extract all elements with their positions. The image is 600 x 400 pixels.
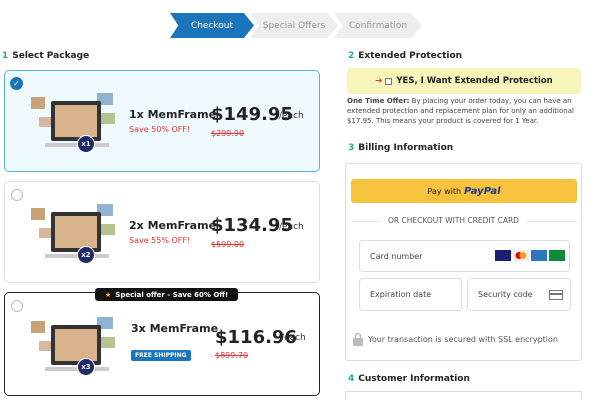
section-heading: 3 Billing Information: [348, 143, 453, 153]
section-heading: 4 Customer Information: [348, 374, 470, 384]
free-shipping-badge: FREE SHIPPING: [131, 350, 191, 361]
step-confirmation[interactable]: Confirmation: [334, 13, 422, 38]
package-option[interactable]: ✓ x1 1x MemFrame $149.95 /each Save 50% …: [4, 70, 320, 172]
secure-note: Your transaction is secured with SSL enc…: [368, 335, 558, 344]
field-label: Card number: [370, 251, 423, 261]
package-price: $149.95: [211, 104, 293, 125]
section-number: 2: [348, 51, 355, 61]
field-label: Security code: [478, 290, 533, 299]
quantity-badge: x3: [77, 358, 95, 376]
ribbon-text: Special offer - Save 60% Off!: [115, 290, 229, 299]
star-icon: ★: [105, 290, 112, 299]
step-label: Checkout: [190, 20, 234, 31]
package-name: 2x MemFrame: [129, 219, 217, 232]
quantity-badge: x1: [77, 135, 95, 153]
old-price: $899.70: [215, 351, 249, 360]
heading-text: Select Package: [12, 51, 90, 61]
offer-label: One Time Offer:: [347, 97, 410, 105]
expiration-field[interactable]: Expiration date: [359, 278, 462, 311]
package-name: 1x MemFrame: [129, 108, 217, 121]
divider-text: OR CHECKOUT WITH CREDIT CARD: [380, 216, 527, 225]
package-price: $116.96: [215, 327, 297, 348]
product-image: [31, 317, 115, 371]
paypal-brand: PayPal: [464, 185, 501, 197]
product-image: [31, 93, 115, 147]
special-offer-ribbon: ★ Special offer - Save 60% Off!: [95, 288, 239, 301]
step-checkout[interactable]: Checkout: [170, 13, 254, 38]
price-unit: /each: [279, 222, 304, 232]
radio-checked: ✓: [10, 77, 23, 90]
package-price: $134.95: [211, 215, 293, 236]
old-price: $599.00: [211, 240, 245, 249]
product-image: [31, 204, 115, 258]
step-label: Confirmation: [348, 20, 408, 31]
card-number-field[interactable]: Card number: [359, 240, 570, 272]
section-number: 4: [348, 374, 355, 384]
section-heading: 1 Select Package: [2, 51, 89, 61]
lock-icon: [353, 333, 363, 346]
offer-text: By placing your order today, you can hav…: [347, 97, 574, 125]
field-label: Expiration date: [370, 290, 432, 299]
heading-text: Billing Information: [358, 143, 454, 153]
quantity-badge: x2: [77, 246, 95, 264]
section-heading: 2 Extended Protection: [348, 51, 462, 61]
protection-checkbox[interactable]: ➔ YES, I Want Extended Protection: [347, 68, 581, 94]
card-icons: [495, 250, 565, 261]
package-option[interactable]: ★ Special offer - Save 60% Off! x3 3x Mem…: [4, 288, 320, 396]
step-offers[interactable]: Special Offers: [250, 13, 338, 38]
radio: [11, 189, 23, 201]
security-code-field[interactable]: Security code: [467, 278, 571, 311]
customer-box: [345, 391, 582, 400]
heading-text: Extended Protection: [358, 51, 463, 61]
heading-text: Customer Information: [358, 374, 470, 384]
old-price: $299.90: [211, 129, 245, 138]
billing-box: [345, 163, 582, 361]
checkbox-label: YES, I Want Extended Protection: [396, 76, 553, 86]
step-label: Special Offers: [262, 20, 326, 31]
paypal-prefix: Pay with: [427, 186, 462, 196]
section-number: 3: [348, 143, 355, 153]
price-unit: /each: [281, 333, 306, 343]
savings: Save 55% OFF!: [129, 236, 191, 245]
price-unit: /each: [279, 111, 304, 121]
checkbox: [385, 77, 393, 85]
savings: Save 50% OFF!: [129, 125, 191, 134]
section-number: 1: [2, 51, 9, 61]
package-option[interactable]: x2 2x MemFrame $134.95 /each Save 55% OF…: [4, 181, 320, 283]
offer-paragraph: One Time Offer: By placing your order to…: [347, 96, 592, 126]
radio: [11, 300, 23, 312]
paypal-button[interactable]: Pay with PayPal: [351, 179, 577, 203]
arrow-icon: ➔: [375, 76, 383, 86]
package-name: 3x MemFrame: [131, 322, 219, 335]
cvc-icon: [549, 290, 563, 300]
